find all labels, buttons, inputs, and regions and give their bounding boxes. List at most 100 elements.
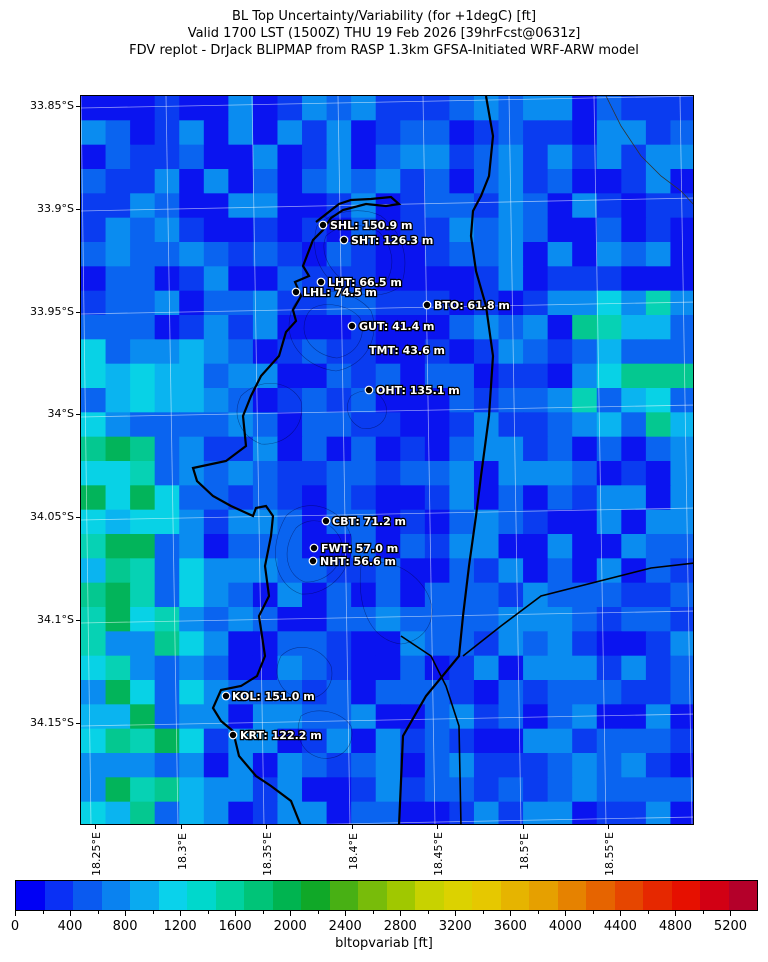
heatmap-cell bbox=[400, 436, 426, 462]
heatmap-cell bbox=[203, 436, 229, 462]
heatmap-cell bbox=[670, 290, 693, 316]
heatmap-cell bbox=[351, 363, 377, 389]
heatmap-cell bbox=[375, 363, 401, 389]
heatmap-cell bbox=[572, 801, 598, 824]
heatmap-cell bbox=[179, 217, 205, 243]
heatmap-cell bbox=[547, 461, 573, 486]
heatmap-cell bbox=[130, 266, 156, 292]
heatmap-cell bbox=[596, 753, 622, 778]
site-marker-icon[interactable] bbox=[228, 730, 238, 740]
heatmap-cell bbox=[670, 169, 693, 194]
heatmap-cell bbox=[400, 485, 426, 511]
heatmap-cell bbox=[179, 266, 205, 292]
colorbar-tick bbox=[180, 911, 182, 916]
heatmap-cell bbox=[645, 704, 672, 730]
heatmap-cell bbox=[105, 534, 131, 559]
heatmap-cell bbox=[81, 704, 107, 730]
heatmap-cell bbox=[523, 607, 549, 632]
colorbar-swatch bbox=[101, 881, 130, 910]
heatmap-cell bbox=[179, 753, 205, 778]
site-marker-icon[interactable] bbox=[321, 516, 331, 526]
heatmap-cell bbox=[375, 120, 401, 146]
heatmap-cell bbox=[473, 582, 500, 608]
site-marker-icon[interactable] bbox=[364, 385, 374, 395]
map-canvas: SHL: 150.9 m SHT: 126.3 m LHT: 66.5 mLHL: … bbox=[81, 96, 693, 824]
colorbar-tick bbox=[510, 911, 512, 916]
heatmap-cell bbox=[302, 120, 328, 146]
heatmap-cell bbox=[424, 96, 450, 121]
heatmap-cell bbox=[547, 144, 573, 170]
heatmap-cell bbox=[670, 363, 693, 389]
heatmap-cell bbox=[81, 217, 107, 243]
heatmap-cell bbox=[130, 753, 156, 778]
colorbar-tick bbox=[70, 911, 72, 916]
heatmap-cell bbox=[179, 485, 205, 511]
heatmap-cell bbox=[326, 315, 352, 340]
heatmap-cell bbox=[498, 144, 524, 170]
heatmap-cell bbox=[228, 363, 254, 389]
heatmap-cell bbox=[621, 680, 647, 705]
colorbar-swatch bbox=[728, 881, 757, 910]
heatmap-cell bbox=[326, 436, 352, 462]
heatmap-cell bbox=[424, 485, 450, 511]
colorbar-tick-label: 2800 bbox=[383, 919, 417, 934]
heatmap-cell bbox=[154, 290, 180, 316]
heatmap-cell bbox=[228, 558, 254, 584]
heatmap-cell bbox=[252, 96, 279, 121]
site-marker-icon[interactable] bbox=[309, 543, 319, 553]
site-marker-icon[interactable] bbox=[291, 287, 301, 297]
colorbar-tick bbox=[455, 911, 457, 916]
heatmap-cell bbox=[203, 120, 229, 146]
heatmap-cell bbox=[424, 631, 450, 657]
heatmap-cell bbox=[105, 655, 131, 681]
heatmap-cell bbox=[645, 120, 672, 146]
heatmap-cell bbox=[596, 242, 622, 267]
heatmap-cell bbox=[179, 558, 205, 584]
heatmap-cell bbox=[449, 339, 475, 365]
heatmap-cell bbox=[670, 534, 693, 559]
heatmap-cell bbox=[645, 582, 672, 608]
heatmap-cell bbox=[105, 558, 131, 584]
colorbar-minor-tick bbox=[317, 911, 319, 914]
heatmap-cell bbox=[81, 582, 107, 608]
heatmap-cell bbox=[596, 169, 622, 194]
site-marker-icon[interactable] bbox=[339, 235, 349, 245]
site-marker-icon[interactable] bbox=[318, 220, 328, 230]
heatmap-cell bbox=[523, 169, 549, 194]
heatmap-cell bbox=[572, 169, 598, 194]
heatmap-cell bbox=[400, 120, 426, 146]
heatmap-cell bbox=[449, 315, 475, 340]
site-marker-icon[interactable] bbox=[347, 321, 357, 331]
site-marker-icon[interactable] bbox=[308, 556, 318, 566]
map-area[interactable]: SHL: 150.9 m SHT: 126.3 m LHT: 66.5 m LHL: … bbox=[80, 95, 694, 825]
heatmap-cell bbox=[302, 363, 328, 389]
heatmap-cell bbox=[326, 290, 352, 316]
lat-tick bbox=[76, 517, 80, 518]
heatmap-cell bbox=[400, 680, 426, 705]
heatmap-cell bbox=[252, 728, 279, 754]
heatmap-cell bbox=[572, 704, 598, 730]
heatmap-cell bbox=[547, 558, 573, 584]
site-marker-icon[interactable] bbox=[221, 691, 231, 701]
heatmap-cell bbox=[572, 217, 598, 243]
heatmap-cell bbox=[81, 436, 107, 462]
heatmap-cell bbox=[424, 169, 450, 194]
site-marker-icon[interactable] bbox=[422, 300, 432, 310]
heatmap-cell bbox=[179, 436, 205, 462]
colorbar-title: bltopvariab [ft] bbox=[335, 936, 433, 951]
heatmap-cell bbox=[326, 242, 352, 267]
colorbar-swatch bbox=[215, 881, 244, 910]
colorbar-swatch bbox=[329, 881, 358, 910]
colorbar-minor-tick bbox=[592, 911, 594, 914]
heatmap-cell bbox=[572, 144, 598, 170]
site-marker-icon[interactable] bbox=[316, 277, 326, 287]
heatmap-cell bbox=[621, 266, 647, 292]
heatmap-cell bbox=[154, 485, 180, 511]
heatmap-cell bbox=[179, 144, 205, 170]
site-label: LHT: 66.5 m bbox=[328, 276, 402, 289]
heatmap-cell bbox=[302, 169, 328, 194]
heatmap-cell bbox=[302, 144, 328, 170]
colorbar-swatch bbox=[272, 881, 301, 910]
heatmap-cell bbox=[81, 242, 107, 267]
heatmap-cell bbox=[572, 363, 598, 389]
